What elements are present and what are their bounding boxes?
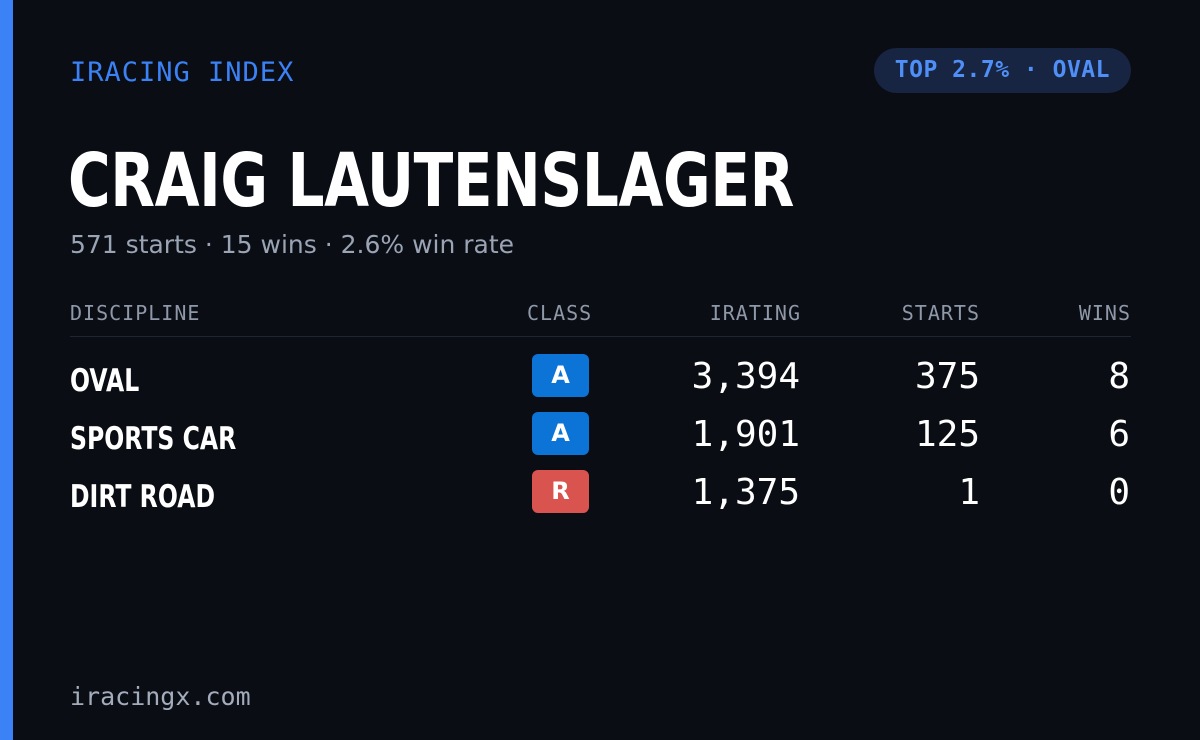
row-starts: 125 <box>914 414 980 455</box>
table-header: DISCIPLINE CLASS IRATING STARTS WINS <box>70 296 1131 337</box>
class-badge: R <box>532 470 589 513</box>
row-irating: 1,375 <box>691 472 800 513</box>
row-discipline: DIRT ROAD <box>70 479 216 515</box>
table-row: OVAL A 3,394 375 8 <box>70 337 1131 399</box>
brand-label: IRACING INDEX <box>70 57 295 88</box>
row-discipline: SPORTS CAR <box>70 421 237 457</box>
driver-name: CRAIG LAUTENSLAGER <box>68 138 794 224</box>
row-starts: 375 <box>914 356 980 397</box>
header-starts: STARTS <box>901 301 980 325</box>
header-discipline: DISCIPLINE <box>70 301 201 325</box>
header-class: CLASS <box>527 301 593 325</box>
discipline-table: DISCIPLINE CLASS IRATING STARTS WINS OVA… <box>70 296 1131 515</box>
class-badge: A <box>532 412 589 455</box>
accent-bar <box>0 0 13 740</box>
footer-link[interactable]: iracingx.com <box>70 682 251 711</box>
row-discipline: OVAL <box>70 363 140 399</box>
driver-summary: 571 starts · 15 wins · 2.6% win rate <box>70 230 515 259</box>
class-badge: A <box>532 354 589 397</box>
header-wins: WINS <box>1078 301 1131 325</box>
rank-badge: TOP 2.7% · OVAL <box>873 48 1131 93</box>
row-wins: 8 <box>1108 356 1130 397</box>
row-wins: 0 <box>1108 472 1130 513</box>
row-irating: 3,394 <box>691 356 800 397</box>
row-starts: 1 <box>958 472 980 513</box>
table-row: DIRT ROAD R 1,375 1 0 <box>70 453 1131 515</box>
header-irating: IRATING <box>709 301 801 325</box>
row-irating: 1,901 <box>691 414 800 455</box>
row-wins: 6 <box>1108 414 1130 455</box>
table-row: SPORTS CAR A 1,901 125 6 <box>70 395 1131 457</box>
